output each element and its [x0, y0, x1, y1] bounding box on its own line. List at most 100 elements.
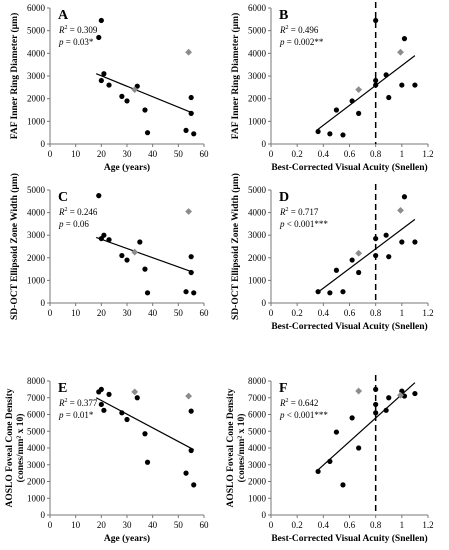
- y-tick-label: 6000: [27, 410, 46, 420]
- y-tick-label: 1000: [27, 275, 46, 285]
- trend-line: [95, 397, 195, 451]
- y-tick-label: 0: [41, 298, 46, 308]
- trend-line: [317, 218, 416, 293]
- data-point: [106, 82, 112, 88]
- data-point: [373, 82, 379, 88]
- data-point: [340, 289, 346, 295]
- y-tick-label: 2000: [248, 477, 267, 487]
- y-tick-label: 3000: [27, 230, 46, 240]
- x-tick-label: 40: [148, 149, 158, 159]
- y-tick-label: 1000: [27, 493, 46, 503]
- x-tick-label: 10: [71, 520, 81, 530]
- data-point: [142, 107, 148, 113]
- data-point: [373, 235, 379, 242]
- p-value-label: p = 0.002**: [279, 37, 324, 47]
- trend-line: [95, 236, 194, 274]
- y-tick-label: 2000: [27, 253, 46, 263]
- data-point: [373, 410, 379, 416]
- y-tick-label: 5000: [27, 26, 46, 36]
- y-tick-label: 2000: [248, 253, 267, 263]
- y-tick-label: 3000: [27, 71, 46, 81]
- panel-A: 0 1000 2000 3000 4000 5000 6000 0 10 20 30 40 50 60 Ag…: [9, 3, 209, 173]
- data-point: [373, 17, 379, 24]
- y-axis-title: FAF Inner Ring Diameter (µm): [230, 13, 241, 140]
- data-point: [327, 458, 333, 464]
- x-tick-label: 0.2: [292, 149, 303, 159]
- x-tick-label: 60: [200, 308, 210, 318]
- data-point: [399, 82, 405, 88]
- x-axis-title: Best-Corrected Visual Acuity (Snellen): [271, 533, 427, 544]
- y-tick-label: 4000: [27, 48, 46, 58]
- data-point: [183, 470, 189, 476]
- x-tick-label: 20: [97, 308, 107, 318]
- trend-line: [95, 73, 194, 114]
- data-point: [333, 107, 340, 113]
- y-tick-label: 1000: [27, 116, 46, 126]
- y-tick-label: 5000: [27, 185, 46, 195]
- data-point: [386, 395, 392, 401]
- y-tick-label: 5000: [27, 426, 46, 436]
- y-axis-title-line: (cones/mm² x 10): [236, 414, 247, 483]
- panel-D: 0 1000 2000 3000 4000 5000 0 0.2 0.4 0.6 0.8 1 1.2 Be…: [230, 173, 434, 332]
- x-axis-title: Age (years): [104, 162, 150, 173]
- x-tick-label: 0.6: [344, 520, 356, 530]
- x-tick-label: 1: [400, 149, 405, 159]
- panel-letter: F: [279, 381, 288, 396]
- y-tick-label: 4000: [248, 48, 267, 58]
- highlight-point: [185, 48, 192, 56]
- panel-B: 0 1000 2000 3000 4000 5000 6000 0 0.2 0.4 0.6 0.8 1 1…: [230, 2, 434, 173]
- y-tick-label: 3000: [27, 460, 46, 470]
- r-squared-label: R2 = 0.717: [279, 207, 319, 217]
- x-tick-label: 1.2: [422, 520, 433, 530]
- data-point: [98, 77, 104, 84]
- data-point: [142, 431, 148, 437]
- x-tick-label: 20: [97, 520, 107, 530]
- y-tick-label: 1000: [248, 275, 267, 285]
- y-tick-label: 0: [262, 510, 267, 520]
- data-point: [373, 252, 379, 259]
- data-point: [356, 445, 362, 451]
- data-point: [183, 127, 189, 133]
- data-point: [383, 232, 389, 238]
- data-point: [144, 290, 151, 296]
- highlight-point: [185, 392, 192, 400]
- data-point: [124, 416, 130, 423]
- r-squared-label: R2 = 0.496: [279, 25, 319, 35]
- data-point: [315, 468, 321, 475]
- data-point: [188, 110, 194, 116]
- data-point: [142, 266, 148, 272]
- highlight-point: [355, 387, 363, 395]
- x-tick-label: 40: [148, 308, 158, 318]
- y-tick-label: 6000: [248, 410, 267, 420]
- x-tick-label: 40: [148, 520, 158, 530]
- p-value-label: p = 0.06: [58, 219, 89, 229]
- data-point: [188, 94, 194, 101]
- data-point: [356, 110, 362, 116]
- y-tick-label: 3000: [248, 71, 267, 81]
- x-tick-label: 0.2: [292, 520, 303, 530]
- data-point: [98, 386, 104, 392]
- r-squared-label: R2 = 0.642: [279, 398, 318, 408]
- data-point: [124, 98, 130, 104]
- y-tick-label: 0: [262, 298, 267, 308]
- data-point: [188, 408, 194, 414]
- x-tick-label: 0: [269, 308, 274, 318]
- y-tick-label: 4000: [248, 443, 267, 453]
- p-value-label: p = 0.03*: [58, 37, 94, 47]
- data-point: [386, 94, 392, 101]
- data-point: [119, 410, 125, 416]
- p-value-label: p < 0.001***: [279, 410, 328, 420]
- y-tick-label: 2000: [27, 94, 46, 104]
- highlight-point: [131, 388, 139, 396]
- data-point: [188, 254, 194, 260]
- y-tick-label: 5000: [248, 185, 267, 195]
- panel-letter: D: [279, 190, 289, 205]
- data-point: [373, 401, 379, 408]
- x-tick-label: 0.6: [344, 149, 356, 159]
- x-tick-label: 50: [174, 308, 184, 318]
- data-point: [349, 415, 355, 421]
- highlight-point: [397, 48, 404, 56]
- data-point: [134, 395, 140, 401]
- y-tick-label: 6000: [248, 3, 267, 13]
